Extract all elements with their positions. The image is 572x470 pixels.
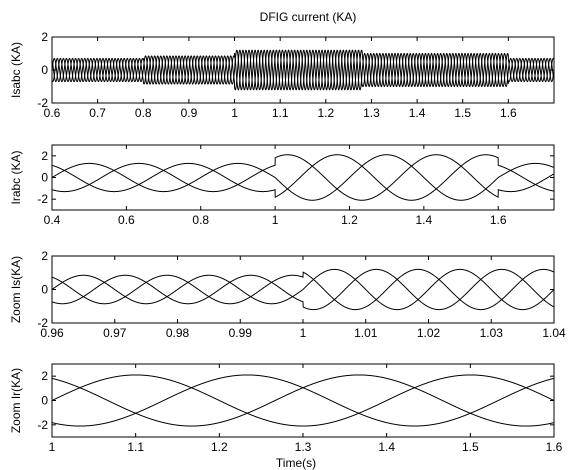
y-tick-label: 2 xyxy=(41,369,48,383)
y-tick-label: 0 xyxy=(41,394,48,408)
series-line-4-1 xyxy=(52,374,554,427)
x-tick-label: 1.3 xyxy=(295,440,312,454)
series-line-1-2 xyxy=(52,49,554,91)
x-tick-label: 1.1 xyxy=(272,106,289,120)
y-tick-label: 2 xyxy=(41,149,48,163)
series-line-2-3 xyxy=(52,154,554,201)
traces-3 xyxy=(52,268,554,311)
x-tick-label: 1.4 xyxy=(409,106,426,120)
x-tick-label: 0.96 xyxy=(40,326,64,340)
x-axis-label: Time(s) xyxy=(276,456,316,470)
x-tick-label: 1.6 xyxy=(490,213,507,227)
y-tick-label: -2 xyxy=(37,96,48,110)
x-tick-label: 1.1 xyxy=(127,440,144,454)
y-axis-label-1: Isabc (KA) xyxy=(9,42,23,98)
traces-1 xyxy=(52,49,554,91)
series-line-4-2 xyxy=(52,374,554,427)
x-tick-label: 1.2 xyxy=(211,440,228,454)
x-tick-label: 1.04 xyxy=(542,326,566,340)
x-tick-label: 0.6 xyxy=(118,213,135,227)
traces-2 xyxy=(52,154,554,201)
x-tick-label: 1.01 xyxy=(354,326,378,340)
figure-title: DFIG current (KA) xyxy=(260,10,357,24)
x-tick-label: 0.4 xyxy=(44,213,61,227)
x-tick-label: 0.99 xyxy=(229,326,253,340)
series-line-1-1 xyxy=(52,49,554,91)
series-line-1-3 xyxy=(52,49,554,91)
x-tick-label: 1.4 xyxy=(416,213,433,227)
x-tick-label: 0.7 xyxy=(89,106,106,120)
plots-container: 0.6 0.7 0.8 0.9 1 1.1 1.2 1.3 1.4 1.5 1.6 -2 0 2 Isabc… xyxy=(9,30,566,454)
x-tick-label: 1.6 xyxy=(500,106,517,120)
series-line-3-1 xyxy=(52,268,554,311)
x-tick-label: 0.8 xyxy=(192,213,209,227)
y-tick-label: 2 xyxy=(41,30,48,44)
x-tick-label: 1.5 xyxy=(462,440,479,454)
y-axis-label-2: Irabc (KA) xyxy=(9,150,23,204)
x-tick-label: 1.02 xyxy=(417,326,441,340)
x-tick-label: 1.6 xyxy=(546,440,563,454)
x-tick-label: 0.8 xyxy=(135,106,152,120)
subplot-2: 0.4 0.6 0.8 1 1.2 1.4 1.6 -2 0 2 Irabc (KA) xyxy=(9,144,555,227)
x-tick-label: 1.3 xyxy=(363,106,380,120)
x-tick-label: 0.9 xyxy=(181,106,198,120)
y-tick-label: -2 xyxy=(37,316,48,330)
series-line-3-2 xyxy=(52,268,554,311)
series-line-2-1 xyxy=(52,154,554,201)
subplot-1: 0.6 0.7 0.8 0.9 1 1.1 1.2 1.3 1.4 1.5 1.6 -2 0 2 Isabc… xyxy=(9,30,555,120)
x-tick-label: 0.6 xyxy=(44,106,61,120)
y-tick-label: 0 xyxy=(41,171,48,185)
y-axis-label-3: Zoom Is(KA) xyxy=(9,256,23,323)
y-tick-label: 2 xyxy=(41,249,48,263)
traces-4 xyxy=(52,374,554,427)
x-tick-label: 1.5 xyxy=(454,106,471,120)
x-tick-label: 0.98 xyxy=(166,326,190,340)
y-axis-label-4: Zoom Ir(KA) xyxy=(9,368,23,433)
x-tick-label: 1 xyxy=(231,106,238,120)
y-tick-label: -2 xyxy=(37,192,48,206)
subplot-4: 1 1.1 1.2 1.3 1.4 1.5 1.6 -2 0 2 Zoom Ir(KA) xyxy=(9,363,563,454)
x-tick-label: 1 xyxy=(272,213,279,227)
y-tick-label: -2 xyxy=(37,418,48,432)
series-line-3-3 xyxy=(52,268,554,311)
x-tick-label: 0.97 xyxy=(103,326,127,340)
x-tick-label: 1.03 xyxy=(480,326,504,340)
subplot-3: 0.96 0.97 0.98 0.99 1 1.01 1.02 1.03 1.04 -2 0 2 Zoo… xyxy=(9,249,566,340)
x-tick-label: 1 xyxy=(300,326,307,340)
series-line-2-2 xyxy=(52,154,554,201)
series-line-4-3 xyxy=(52,374,554,427)
y-tick-label: 0 xyxy=(41,63,48,77)
x-tick-label: 1.2 xyxy=(341,213,358,227)
x-tick-label: 1 xyxy=(49,440,56,454)
x-tick-label: 1.4 xyxy=(378,440,395,454)
x-tick-label: 1.2 xyxy=(317,106,334,120)
y-tick-label: 0 xyxy=(41,283,48,297)
